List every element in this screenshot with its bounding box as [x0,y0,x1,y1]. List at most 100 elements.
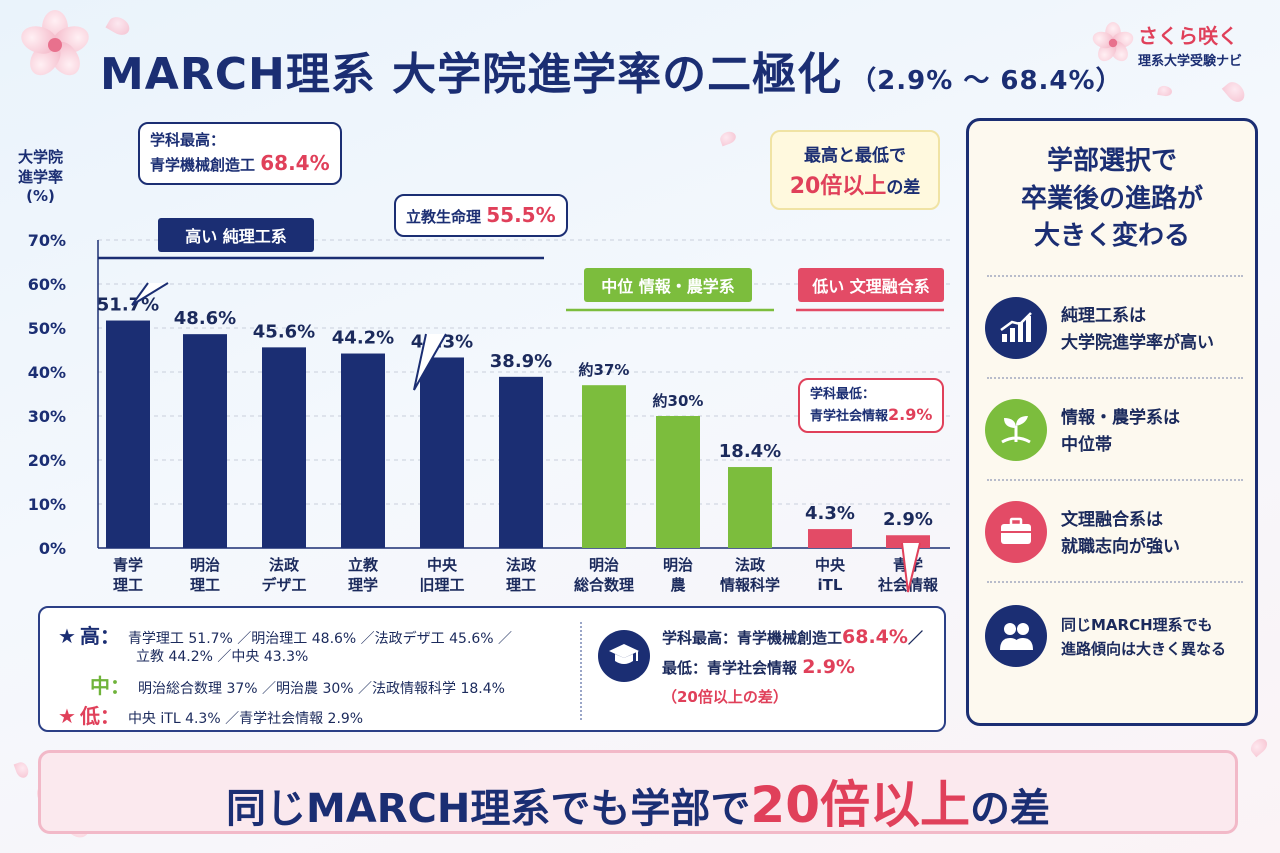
legend-divider [580,622,582,720]
data-label: 約37% [579,361,630,379]
legend-row-mid: 中： 明治総合数理 37% ／明治農 30% ／法政情報科学 18.4% [86,670,505,699]
legend-right-line2-value: 2.9% [802,656,855,678]
bottom-banner: 同じMARCH理系でも学部で20倍以上の差 [38,750,1238,834]
callout-top: 学科最高： 青学機械創造工 68.4% [138,122,342,186]
bar [728,467,772,548]
legend-tier-mid: 中： [90,674,130,698]
legend-low-line: 中央 iTL 4.3% ／青学社会情報 2.9% [127,711,364,727]
petal-decoration [1157,84,1173,98]
panel-heading-line: 大きく変わる [1033,221,1190,252]
callout-rikkyo-name: 立教生命理 [406,208,482,226]
panel-item-line: 大学院進学率が高い [1061,333,1214,354]
y-axis-label: 大学院 進学率 (%) [18,148,63,207]
title-main: MARCH理系 大学院進学率の二極化 [100,49,843,100]
x-tick-label: 情報科学 [720,576,780,594]
x-tick-label: 法政 [735,556,766,574]
legend-tier-high: 高： [79,624,120,648]
star-icon: ★ [58,704,76,728]
petal-decoration [1247,735,1271,758]
panel-item-text: 情報・農学系は 中位帯 [1061,405,1180,459]
data-label: 4.3% [805,503,855,524]
data-label: 2.9% [883,509,933,530]
panel-item-text: 同じMARCH理系でも 進路傾向は大きく異なる [1061,613,1226,661]
y-axis-label-line: 進学率 [18,167,64,186]
y-tick-label: 30% [28,407,66,426]
panel-separator [987,581,1243,583]
data-label: 38.9% [490,351,552,372]
callout-top-value: 68.4% [260,151,330,176]
banner-text-2: 20倍以上 [750,776,970,834]
x-tick-label: 農 [670,576,685,594]
callout-low-name: 青学社会情報 [810,408,889,424]
petal-decoration [1221,78,1249,106]
gap-box: 最高と最低で 20倍以上の差 [770,130,940,210]
panel-item-line: 情報・農学系は [1061,408,1180,428]
bar [106,320,150,548]
bar [183,334,227,548]
insight-panel: 学部選択で 卒業後の進路が 大きく変わる 純理工系は 大学院進学率が高い 情報・… [966,118,1258,726]
y-tick-label: 10% [28,495,66,514]
legend-right-line1: 学科最高：青学機械創造工68.4%／ [662,626,923,648]
x-tick-label: 立教 [348,556,379,574]
data-label: 48.6% [174,308,236,329]
bar [808,529,852,548]
x-tick-label: 法政 [506,556,537,574]
panel-separator [987,377,1243,379]
briefcase-icon [985,501,1047,563]
x-tick-label: 理工 [506,576,536,594]
callout-top-label: 学科最高： [150,131,226,149]
blossom-decoration [17,10,93,81]
bar-chart: 0% 10% 20% 30% 40% 50% 60% 70% 51.7% 48.6% 45.6% 4… [28,231,950,594]
panel-separator [987,275,1243,277]
y-tick-label: 60% [28,275,66,294]
legend-right-line2-label: 最低：青学社会情報 [662,659,798,677]
callout-low-value: 2.9% [888,404,933,424]
x-tick-label: デザ工 [261,576,306,594]
bar [262,347,306,548]
logo-line2: 理系大学受験ナビ [1138,54,1243,69]
x-tick-label: 中央 [815,556,846,574]
data-label: 51.7% [97,295,159,316]
panel-item-line: 文理融合系は [1061,510,1163,530]
logo-blossom-icon [1090,22,1136,65]
panel-item-text: 文理融合系は 就職志向が強い [1061,507,1180,561]
x-tick-label: 総合数理 [574,576,634,594]
banner-text-1: 同じMARCH理系でも学部で [226,786,751,832]
legend-right-line1-value: 68.4% [842,626,908,648]
panel-item-line: 就職志向が強い [1061,537,1180,558]
bar [499,376,543,548]
callout-pointer [413,333,447,391]
callout-low: 学科最低： 青学社会情報2.9% [798,378,945,434]
callout-rikkyo: 立教生命理 55.5% [394,194,568,237]
callout-low-label: 学科最低： [810,387,876,402]
x-tick-label: 法政 [269,556,300,574]
panel-item-line: 純理工系は [1061,306,1146,326]
x-tick-label: 旧理工 [419,576,464,594]
panel-item: 情報・農学系は 中位帯 [985,395,1247,465]
panel-heading: 学部選択で 卒業後の進路が 大きく変わる [969,143,1255,256]
logo: さくら咲く 理系大学受験ナビ [1090,14,1267,74]
y-tick-label: 0% [39,539,66,558]
petal-decoration [13,760,31,780]
bar [420,357,464,548]
legend-row-high-2: 立教 44.2% ／中央 43.3% [136,646,308,666]
panel-heading-line: 卒業後の進路が [1020,183,1203,214]
star-icon: ★ [58,624,76,648]
panel-item-line: 同じMARCH理系でも [1061,616,1213,634]
callout-top-name: 青学機械創造工 [150,156,256,175]
x-tick-label: 理工 [190,576,220,594]
panel-item-line: 進路傾向は大きく異なる [1061,640,1227,658]
callout-pointer [901,542,921,593]
y-axis-label-line: 大学院 [18,148,64,166]
x-tick-label: 中央 [427,556,458,574]
x-tick-label: 明治 [663,556,693,574]
x-tick-label: 理工 [113,576,143,594]
legend-mid-line: 明治総合数理 37% ／明治農 30% ／法政情報科学 18.4% [138,681,505,697]
y-tick-label: 50% [28,319,66,338]
panel-item-line: 中位帯 [1061,435,1112,456]
bar [582,385,626,548]
callout-pointer [131,282,169,306]
legend-row-high: ★ 高： 青学理工 51.7% ／明治理工 48.6% ／法政デザ工 45.6% ／ [58,620,512,649]
bar [656,416,700,548]
gap-box-line1: 最高と最低で [804,146,906,166]
